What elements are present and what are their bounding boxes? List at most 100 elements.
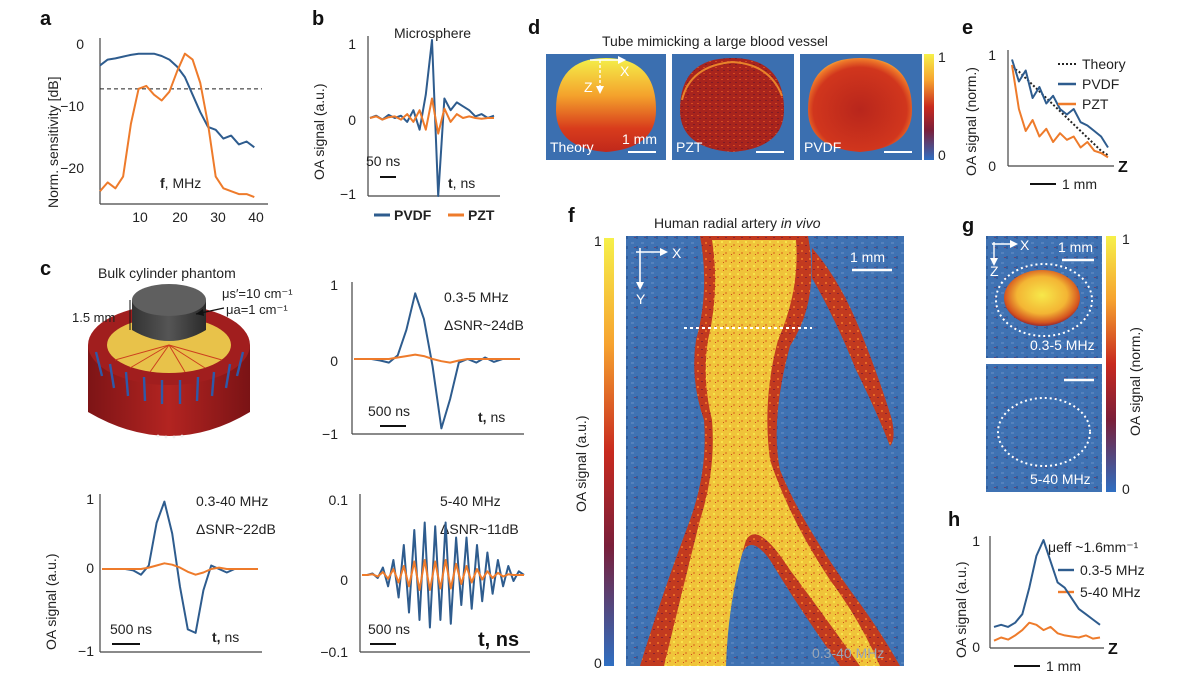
h-scale-label: 1 mm xyxy=(1046,658,1081,674)
a-xtick-1: 20 xyxy=(172,209,188,225)
d-axis-z-head xyxy=(596,86,604,94)
f-cbar-max: 1 xyxy=(594,233,602,249)
g-axis-x: X xyxy=(1020,237,1030,253)
h-legend-low: 0.3-5 MHz xyxy=(1080,562,1145,578)
panel-c-phantom: Bulk cylinder phantom 1.5 mm μs′=10 cm⁻¹… xyxy=(72,265,293,439)
c-pointer-head xyxy=(196,309,204,316)
f-title: Human radial artery in vivo xyxy=(654,215,821,231)
panel-e: OA signal (norm.) 1 0 Theory PVDF PZT 1 … xyxy=(963,47,1128,192)
c1-ytick-1: 0 xyxy=(330,353,338,369)
a-series-pzt xyxy=(99,52,255,199)
panel-label-g: g xyxy=(962,215,974,237)
panel-d: Tube mimicking a large blood vessel X Z … xyxy=(546,33,946,163)
e-series-pzt xyxy=(1011,64,1109,159)
d-scale-label: 1 mm xyxy=(622,131,657,147)
h-series-0-3-5-mhz xyxy=(993,539,1101,628)
f-artery-core xyxy=(664,240,880,666)
b-xlabel-rest: , ns xyxy=(453,175,476,191)
d-cbar-max: 1 xyxy=(938,49,946,65)
a-series-pvdf xyxy=(99,52,255,149)
b-xlabel: t, ns xyxy=(448,175,475,191)
c1-series-pzt xyxy=(354,353,520,364)
c3-snr: ΔSNR~11dB xyxy=(440,521,519,537)
g-axis-z: Z xyxy=(990,263,999,279)
c1-xlabel: t, ns xyxy=(478,409,505,425)
a-xlabel-bold: f xyxy=(160,175,165,191)
d-label-pzt: PZT xyxy=(676,139,703,155)
a-plot-area xyxy=(99,52,262,199)
e-ytick-1: 1 xyxy=(988,47,996,63)
b-plot-area xyxy=(369,39,495,197)
g-image-high xyxy=(986,364,1102,492)
f-side-vessel xyxy=(812,248,894,446)
g-cbar-min: 0 xyxy=(1122,481,1130,497)
f-axis-y: Y xyxy=(636,291,646,307)
g-cbar-max: 1 xyxy=(1122,231,1130,247)
b-legend-pzt: PZT xyxy=(468,207,495,223)
c3-band: 5-40 MHz xyxy=(440,493,501,509)
c2-ytick-1: 0 xyxy=(86,560,94,576)
panel-g: X Z 1 mm 0.3-5 MHz 5-40 MHz 1 0 OA signa… xyxy=(986,231,1143,497)
c2-xlabel-rest: ns xyxy=(221,629,240,645)
c2-scale-label: 500 ns xyxy=(110,621,152,637)
g-scale-label: 1 mm xyxy=(1058,239,1093,255)
c1-ytick-0: 1 xyxy=(330,277,338,293)
b-ytick-1: 0 xyxy=(348,112,356,128)
e-plot-area xyxy=(1011,59,1109,159)
h-legend-high: 5-40 MHz xyxy=(1080,584,1141,600)
panel-label-a: a xyxy=(40,8,52,30)
c2-xlabel: t, ns xyxy=(212,629,239,645)
panel-f: Human radial artery in vivo 1 0 OA signa… xyxy=(573,215,904,671)
d-axis-z: Z xyxy=(584,79,593,95)
e-scale-label: 1 mm xyxy=(1062,176,1097,192)
panel-label-b: b xyxy=(312,8,324,30)
d-axis-x: X xyxy=(620,63,630,79)
g-band-high: 5-40 MHz xyxy=(1030,471,1091,487)
c3-plot-area xyxy=(362,521,525,629)
d-label-pvdf: PVDF xyxy=(804,139,841,155)
cylinder-bottom-dots xyxy=(156,434,184,439)
f-cbar-min: 0 xyxy=(594,655,602,671)
panel-label-f: f xyxy=(568,205,575,227)
transducer-elements xyxy=(94,351,245,404)
b-scale-label: 50 ns xyxy=(366,153,400,169)
e-axis-z: Z xyxy=(1118,159,1128,176)
d-colorbar xyxy=(924,54,934,160)
c1-band: 0.3-5 MHz xyxy=(444,289,509,305)
c3-ytick-2: −0.1 xyxy=(320,644,348,660)
a-xlabel: f, MHz xyxy=(160,175,201,191)
f-scale-label: 1 mm xyxy=(850,249,885,265)
d-cbar-min: 0 xyxy=(938,147,946,163)
c1-xlabel-bold: t, xyxy=(478,409,487,425)
c3-ytick-0: 0.1 xyxy=(329,492,349,508)
a-xtick-2: 30 xyxy=(210,209,226,225)
panel-b: Microsphere OA signal (a.u.) 1 0 −1 50 n… xyxy=(311,25,500,223)
g-axis-z-head xyxy=(990,258,998,266)
c-phantom-title: Bulk cylinder phantom xyxy=(98,265,236,281)
c-height-label: 1.5 mm xyxy=(72,310,115,325)
h-plot-area xyxy=(993,539,1101,642)
panel-label-c: c xyxy=(40,258,51,280)
c2-plot-area xyxy=(102,500,258,634)
c-mus-label: μs′=10 cm⁻¹ xyxy=(222,286,293,301)
d-axis-x-head xyxy=(618,56,626,64)
b-series-pzt xyxy=(369,97,494,135)
b-legend-pvdf: PVDF xyxy=(394,207,432,223)
c2-ytick-2: −1 xyxy=(78,643,94,659)
c2-series-pzt xyxy=(102,562,258,576)
c1-plot-area xyxy=(354,292,520,430)
c1-series-pvdf xyxy=(354,292,520,430)
panel-c2: OA signal (a.u.) 1 0 −1 0.3-40 MHz ΔSNR~… xyxy=(43,491,276,659)
b-ytick-0: 1 xyxy=(348,36,356,52)
panel-label-d: d xyxy=(528,17,540,39)
panel-h: OA signal (a.u.) 1 0 μeff ~1.6mm⁻¹ 0.3-5… xyxy=(953,533,1145,674)
b-ylabel: OA signal (a.u.) xyxy=(311,84,327,181)
c3-scale-label: 500 ns xyxy=(368,621,410,637)
c2-band: 0.3-40 MHz xyxy=(196,493,268,509)
h-ylabel: OA signal (a.u.) xyxy=(953,562,969,659)
e-ylabel: OA signal (norm.) xyxy=(963,67,979,176)
e-ytick-0: 0 xyxy=(988,158,996,174)
phantom-disk-top xyxy=(132,284,206,316)
g-outline-high xyxy=(997,397,1091,467)
d-title: Tube mimicking a large blood vessel xyxy=(602,33,828,49)
